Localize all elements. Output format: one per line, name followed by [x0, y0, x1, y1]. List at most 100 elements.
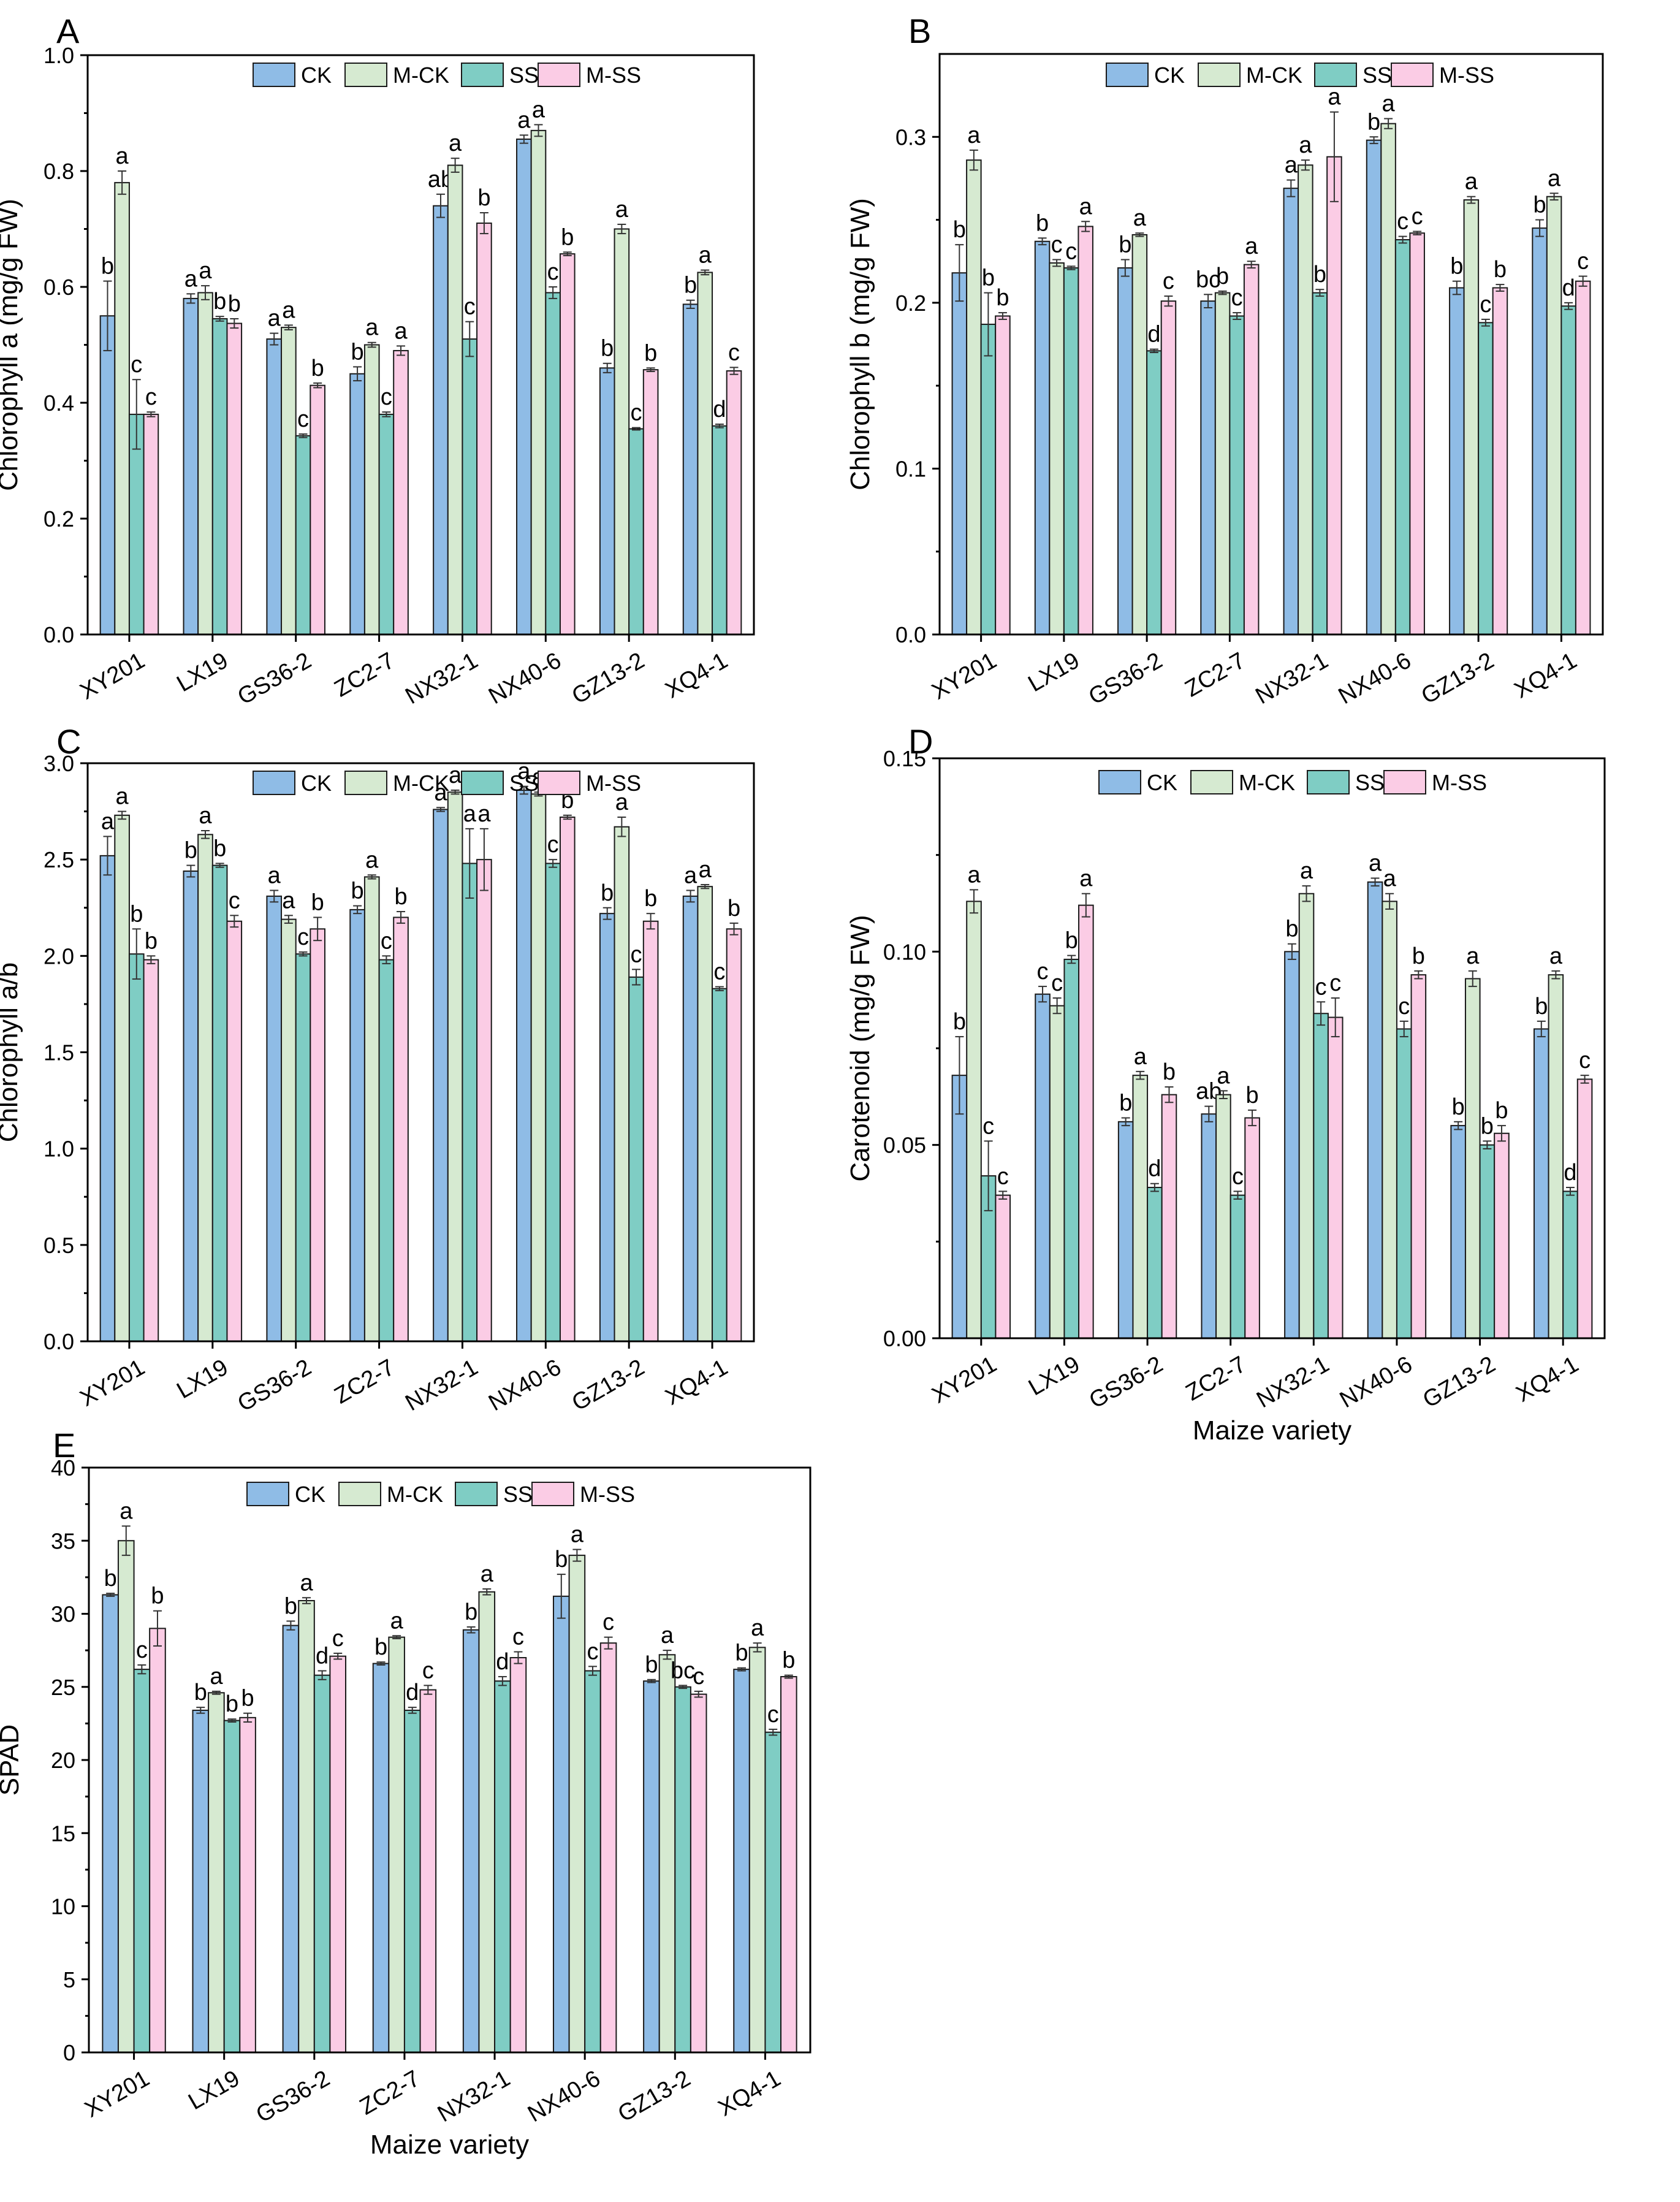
significance-label: d: [1148, 1156, 1161, 1182]
significance-label: c: [547, 259, 559, 285]
legend-label: CK: [301, 63, 332, 88]
x-tick-label: NX32-1: [433, 2065, 515, 2127]
bar-m-ss-nx32-1: [1327, 1016, 1344, 1339]
significance-label: a: [268, 863, 281, 888]
significance-label: b: [1534, 192, 1546, 218]
legend-label: SS: [1355, 770, 1385, 795]
significance-label: c: [297, 924, 309, 950]
bar-ck-nx40-6: [516, 139, 532, 635]
bar-ss-zc2-7: [403, 1709, 421, 2053]
bar-m-ss-lx19: [239, 1716, 256, 2053]
x-tick-label: GS36-2: [234, 1354, 316, 1417]
significance-label: a: [1466, 943, 1480, 969]
bar-ss-nx40-6: [1394, 239, 1411, 636]
significance-label: b: [351, 339, 364, 365]
bar-m-ck-lx19: [1049, 262, 1065, 636]
significance-label: b: [982, 265, 995, 291]
bar-ss-xq4-1: [764, 1731, 782, 2054]
significance-label: b: [1216, 264, 1229, 289]
significance-label: b: [953, 1009, 966, 1035]
bar-ck-gz13-2: [1449, 287, 1465, 635]
bar-m-ck-nx40-6: [1380, 123, 1396, 635]
bar-ss-gs36-2: [313, 1674, 331, 2053]
bar-m-ss-lx19: [1078, 904, 1094, 1339]
significance-label: a: [661, 1623, 674, 1648]
bar-m-ss-gs36-2: [310, 928, 325, 1342]
bar-m-ck-zc2-7: [1215, 1094, 1231, 1339]
legend-label: M-SS: [1432, 770, 1487, 795]
significance-label: a: [1079, 866, 1093, 892]
x-tick-label: NX40-6: [523, 2065, 605, 2127]
y-tick-label: 10: [51, 1894, 75, 1919]
panel-letter: D: [908, 722, 933, 761]
x-tick-label: XY201: [76, 647, 150, 704]
bar-m-ss-lx19: [226, 322, 243, 635]
legend-label: SS: [1363, 63, 1392, 88]
bar-ss-gs36-2: [1146, 350, 1162, 636]
significance-label: a: [1079, 194, 1093, 219]
legend-swatch-ck: [1106, 63, 1149, 87]
y-tick-label: 35: [51, 1528, 75, 1553]
significance-label: c: [1232, 1164, 1244, 1189]
legend-label: M-CK: [393, 63, 449, 88]
y-tick-label: 0.10: [883, 939, 926, 964]
x-tick-label: ZC2-7: [330, 1354, 399, 1409]
bar-m-ck-xy201: [117, 1540, 135, 2053]
significance-label: c: [997, 1164, 1009, 1189]
significance-label: c: [983, 1113, 994, 1139]
bar-m-ss-xy201: [143, 413, 159, 636]
significance-label: c: [1051, 232, 1063, 258]
bar-ck-nx40-6: [516, 790, 532, 1343]
bar-m-ck-zc2-7: [1214, 292, 1231, 635]
significance-label: d: [1562, 275, 1575, 301]
significance-label: c: [422, 1658, 434, 1683]
bar-m-ck-zc2-7: [388, 1636, 405, 2053]
legend-label: CK: [301, 771, 332, 796]
bar-ss-xq4-1: [1560, 305, 1576, 636]
x-tick-label: XQ4-1: [661, 1354, 732, 1410]
bar-ss-lx19: [223, 1720, 241, 2053]
significance-label: b: [1246, 1083, 1259, 1108]
significance-label: b: [101, 254, 114, 280]
significance-label: c: [381, 928, 392, 954]
significance-label: b: [1452, 1094, 1465, 1120]
significance-label: c: [512, 1625, 524, 1650]
bar-ss-nx32-1: [462, 338, 478, 635]
y-tick-label: 0: [63, 2040, 75, 2065]
bar-ck-gs36-2: [1117, 267, 1133, 635]
legend-label: M-SS: [586, 63, 641, 88]
bar-ss-gz13-2: [1478, 322, 1494, 636]
bar-m-ck-gs36-2: [1131, 234, 1148, 635]
bar-m-ss-nx32-1: [476, 859, 492, 1342]
bar-m-ck-gs36-2: [281, 918, 297, 1342]
legend-label: M-CK: [1239, 770, 1295, 795]
significance-label: a: [532, 97, 545, 123]
bar-ck-gs36-2: [266, 895, 283, 1342]
bar-m-ck-xq4-1: [1548, 974, 1564, 1339]
panel-letter: B: [908, 12, 931, 50]
x-tick-label: GS36-2: [252, 2065, 334, 2128]
significance-label: c: [587, 1639, 598, 1664]
x-axis-label: Maize variety: [1193, 1415, 1351, 1446]
significance-label: a: [101, 809, 115, 834]
significance-label: b: [465, 1599, 477, 1625]
x-tick-label: ZC2-7: [1180, 647, 1249, 702]
bar-m-ss-xq4-1: [726, 928, 742, 1342]
significance-label: b: [213, 836, 226, 861]
y-tick-label: 5: [63, 1967, 75, 1992]
significance-label: b: [1412, 943, 1425, 969]
significance-label: a: [1300, 858, 1313, 884]
bar-ck-nx32-1: [462, 1629, 480, 2054]
x-tick-label: XQ4-1: [1510, 647, 1581, 703]
significance-label: b: [645, 1652, 658, 1678]
panel-letter: A: [56, 12, 80, 50]
y-tick-label: 0.0: [44, 1329, 74, 1354]
bar-ss-zc2-7: [378, 413, 395, 636]
bar-ck-lx19: [1034, 240, 1051, 635]
significance-label: b: [728, 896, 740, 921]
significance-label: a: [1382, 91, 1396, 117]
significance-label: a: [120, 1498, 133, 1524]
bar-ck-xy201: [99, 855, 116, 1342]
significance-label: a: [116, 143, 129, 169]
significance-label: c: [1163, 269, 1174, 294]
